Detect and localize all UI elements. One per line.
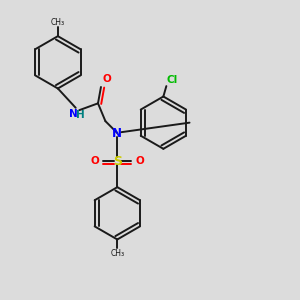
Text: CH₃: CH₃ bbox=[51, 18, 65, 27]
Text: O: O bbox=[102, 74, 111, 84]
Text: O: O bbox=[135, 156, 144, 166]
Text: N: N bbox=[69, 109, 78, 119]
Text: N: N bbox=[112, 127, 122, 140]
Text: CH₃: CH₃ bbox=[110, 249, 124, 258]
Text: Cl: Cl bbox=[167, 75, 178, 85]
Text: H: H bbox=[76, 110, 85, 120]
Text: S: S bbox=[113, 155, 122, 168]
Text: O: O bbox=[90, 156, 99, 166]
